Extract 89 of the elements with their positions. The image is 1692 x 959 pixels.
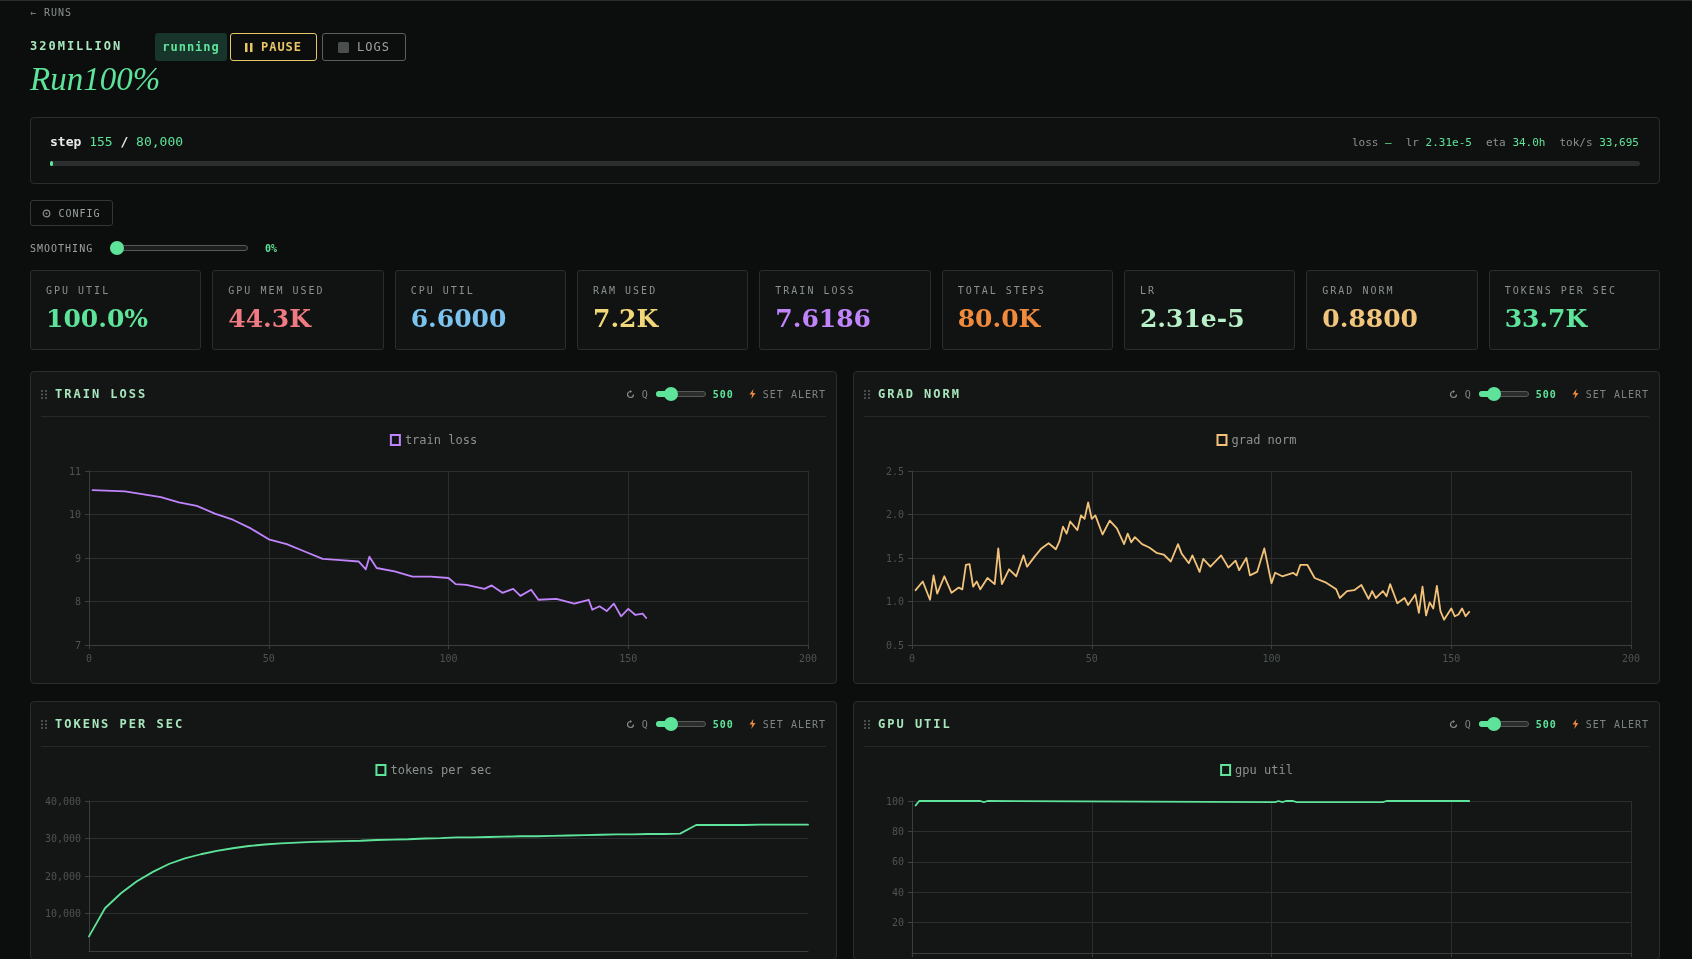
line-series xyxy=(914,501,1471,621)
y-tick-label: 60 xyxy=(891,856,904,868)
text: CPU UTIL xyxy=(410,285,476,296)
text: Q xyxy=(641,388,649,400)
x-tick-label: 50 xyxy=(1085,652,1098,664)
y-tick-label: 9 xyxy=(74,552,81,564)
y-tick-label: 2.5 xyxy=(885,465,904,477)
text: Q xyxy=(1464,718,1472,730)
y-tick-label: 100 xyxy=(885,795,904,807)
text: 100.0% xyxy=(46,304,150,333)
x-tick-label: 150 xyxy=(1442,652,1461,664)
text: SET ALERT xyxy=(762,718,826,730)
text: GPU UTIL xyxy=(46,285,112,296)
text: 34.0h xyxy=(1512,136,1546,149)
text: Run100% xyxy=(30,61,161,98)
text: 500 xyxy=(712,718,734,730)
y-tick-label: 1.0 xyxy=(885,596,904,607)
text: — xyxy=(1385,136,1392,149)
text: 500 xyxy=(1535,718,1557,730)
text: 320MILLION xyxy=(30,39,123,53)
text: SMOOTHING xyxy=(30,243,94,254)
text: Q xyxy=(641,718,649,730)
text: 7.6186 xyxy=(775,304,872,333)
text: CONFIG xyxy=(58,207,101,219)
text: TOTAL STEPS xyxy=(957,285,1047,296)
y-tick-label: 1.5 xyxy=(885,552,904,564)
text: 44.3K xyxy=(228,304,313,333)
text: 0.8800 xyxy=(1322,304,1419,333)
y-tick-label: 20 xyxy=(891,917,904,929)
chart-title: TOKENS PER SEC xyxy=(55,717,185,731)
text: eta xyxy=(1485,136,1507,149)
x-tick-label: 200 xyxy=(1621,652,1641,664)
text: 155 xyxy=(89,134,113,149)
legend-label: train loss xyxy=(404,433,478,447)
text: LOGS xyxy=(357,40,390,54)
text: SET ALERT xyxy=(762,388,826,400)
text: 6.6000 xyxy=(410,304,508,333)
text: / xyxy=(119,134,130,149)
y-tick-label: 80 xyxy=(891,825,904,837)
text: loss xyxy=(1351,136,1380,149)
x-tick-label: 100 xyxy=(1262,652,1281,664)
text: ← RUNS xyxy=(30,7,73,18)
text: running xyxy=(155,33,227,61)
text: 2.31e-5 xyxy=(1139,304,1246,333)
text: 0% xyxy=(265,243,278,254)
line-series xyxy=(91,489,648,619)
text: GRAD NORM xyxy=(1322,285,1396,296)
x-tick-label: 200 xyxy=(798,652,818,664)
text: 7.2K xyxy=(592,304,660,333)
y-tick-label: 8 xyxy=(74,596,81,607)
y-tick-label: 0.5 xyxy=(885,639,904,651)
legend-label: tokens per sec xyxy=(390,763,492,777)
y-tick-label: 11 xyxy=(68,465,81,477)
text: 80.0K xyxy=(957,304,1042,333)
text: lr xyxy=(1405,136,1420,149)
text: 500 xyxy=(1535,388,1557,400)
text: PAUSE xyxy=(260,40,303,54)
chart-title: TRAIN LOSS xyxy=(55,387,148,401)
x-tick-label: 50 xyxy=(262,652,275,664)
chart-title: GRAD NORM xyxy=(878,387,962,401)
x-tick-label: 100 xyxy=(439,652,458,664)
legend-label: gpu util xyxy=(1235,763,1293,777)
text: 2.31e-5 xyxy=(1425,136,1472,149)
text: LR xyxy=(1139,285,1157,296)
text: GPU MEM USED xyxy=(228,285,326,296)
text: SET ALERT xyxy=(1585,388,1649,400)
text: RAM USED xyxy=(592,285,659,296)
text: SET ALERT xyxy=(1585,718,1649,730)
text: 33.7K xyxy=(1504,304,1589,333)
legend-label: grad norm xyxy=(1231,433,1297,447)
text: Q xyxy=(1464,388,1472,400)
line-series xyxy=(88,823,809,938)
y-tick-label: 7 xyxy=(74,639,81,651)
y-tick-label: 40 xyxy=(891,886,904,898)
text: TOKENS PER SEC xyxy=(1504,285,1618,296)
x-tick-label: 150 xyxy=(619,652,638,664)
text: 80,000 xyxy=(136,134,184,149)
y-tick-label: 10 xyxy=(68,509,81,520)
text: 33,695 xyxy=(1599,136,1639,149)
y-tick-label: 10,000 xyxy=(44,908,81,919)
y-tick-label: 30,000 xyxy=(44,833,81,844)
text: tok/s xyxy=(1559,136,1594,149)
y-tick-label: 20,000 xyxy=(44,870,81,882)
y-tick-label: 2.0 xyxy=(885,509,904,520)
text: TRAIN LOSS xyxy=(775,285,857,296)
text: 500 xyxy=(712,388,734,400)
y-tick-label: 40,000 xyxy=(44,795,81,807)
text: step xyxy=(50,134,83,149)
chart-title: GPU UTIL xyxy=(878,717,952,731)
